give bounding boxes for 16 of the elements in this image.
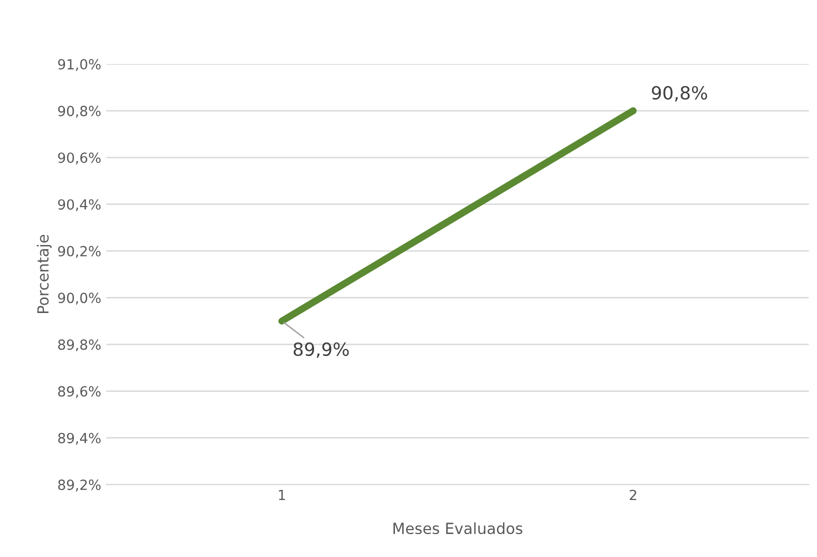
x-tick-label: 2	[630, 490, 636, 500]
y-tick-label: 89,4%	[58, 432, 101, 445]
x-tick-label: 1	[278, 490, 285, 500]
y-tick-label: 89,6%	[58, 386, 101, 398]
y-tick-label: 91,0%	[58, 59, 101, 71]
data-label: 90,8%	[652, 86, 708, 102]
y-tick-label: 90,4%	[58, 199, 101, 212]
y-tick-label: 90,2%	[58, 246, 101, 258]
x-axis-title: Meses Evaluados	[393, 522, 522, 534]
y-axis-title: Porcentaje	[36, 234, 52, 314]
y-tick-label: 90,8%	[58, 106, 101, 118]
y-tick-label: 89,2%	[58, 480, 101, 492]
y-tick-label: 90,6%	[58, 152, 101, 164]
y-tick-label: 89,8%	[58, 339, 101, 352]
data-label: 89,9%	[294, 342, 349, 358]
y-tick-label: 90,0%	[58, 292, 101, 305]
